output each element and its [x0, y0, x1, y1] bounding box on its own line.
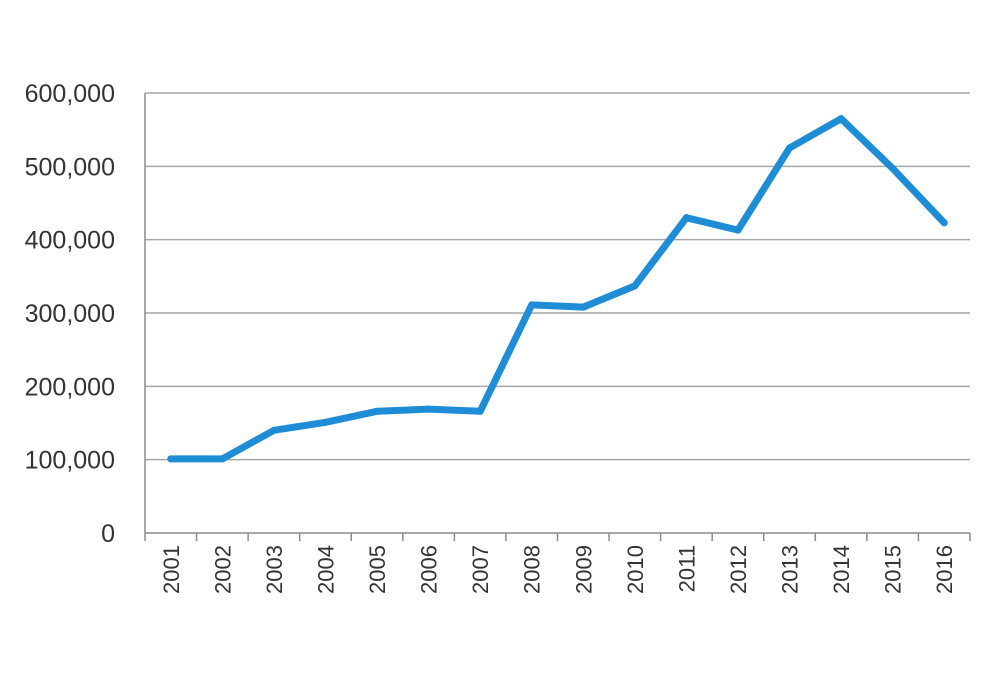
x-tick-label: 2010 — [623, 545, 648, 594]
y-tick-label: 100,000 — [25, 447, 115, 475]
data-point — [631, 282, 639, 290]
y-tick-label: 0 — [101, 520, 115, 548]
x-tick-label: 2001 — [159, 545, 184, 594]
x-axis-tick-marks — [144, 533, 971, 541]
data-point — [940, 219, 948, 227]
x-tick-label: 2011 — [674, 545, 699, 592]
x-tick-label: 2008 — [520, 545, 545, 594]
y-tick-label: 400,000 — [25, 227, 115, 255]
y-tick-label: 300,000 — [25, 300, 115, 328]
data-point — [889, 165, 897, 173]
x-tick-label: 2012 — [726, 545, 751, 594]
y-tick-label: 600,000 — [25, 80, 115, 108]
x-tick-label: 2006 — [417, 545, 442, 594]
x-tick-label: 2009 — [571, 545, 596, 594]
x-tick-label: 2016 — [932, 545, 957, 594]
series-line — [167, 115, 948, 463]
data-point — [734, 226, 742, 234]
gridlines — [145, 92, 970, 461]
x-axis-tick-labels: 2001 2002 2003 2004 2005 2006 2007 2008 2009 2010… — [159, 545, 957, 594]
data-point — [682, 214, 690, 222]
data-point — [321, 418, 329, 426]
x-tick-label: 2013 — [778, 545, 803, 594]
y-tick-label: 500,000 — [25, 153, 115, 181]
data-point — [167, 455, 175, 463]
data-point — [528, 301, 536, 309]
data-point — [425, 405, 433, 413]
data-point — [837, 115, 845, 123]
data-point — [270, 426, 278, 434]
data-point — [373, 407, 381, 415]
x-tick-label: 2015 — [881, 545, 906, 594]
data-point — [786, 144, 794, 152]
x-tick-label: 2007 — [468, 545, 493, 594]
data-point — [476, 407, 484, 415]
data-point — [218, 455, 226, 463]
x-tick-label: 2002 — [210, 545, 235, 594]
x-tick-label: 2014 — [829, 545, 854, 594]
series-layer — [167, 115, 948, 463]
x-tick-label: 2004 — [313, 545, 338, 594]
data-point — [579, 303, 587, 311]
x-tick-label: 2003 — [262, 545, 287, 594]
y-tick-label: 200,000 — [25, 373, 115, 401]
y-axis-tick-labels: 0 100,000 200,000 300,000 400,000 500,000 600,… — [25, 80, 115, 548]
x-tick-label: 2005 — [365, 545, 390, 594]
